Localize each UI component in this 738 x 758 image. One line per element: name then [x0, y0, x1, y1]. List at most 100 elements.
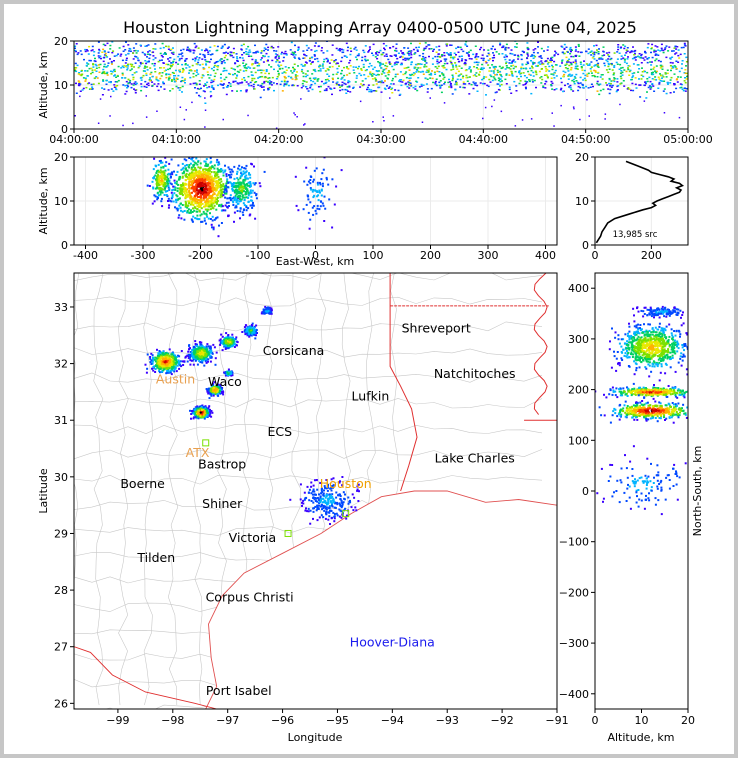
- x-tick-label: −99: [106, 714, 129, 727]
- east-west-panel: -400 -300 -200 -100 0 100 200 300 400 0 10 20 Altit…: [37, 151, 558, 268]
- city-label: Tilden: [136, 550, 175, 565]
- source-cluster: [596, 445, 687, 516]
- y-tick-label: 10: [575, 195, 589, 208]
- city-label: Shreveport: [402, 321, 471, 336]
- x-tick-label: 300: [478, 249, 499, 262]
- city-label: Shiner: [202, 496, 243, 511]
- plan-view-sources: [144, 305, 360, 537]
- north-south-xlabel: Altitude, km: [607, 731, 674, 744]
- plan-view-city-labels: Shreveport Corsicana Natchitoches Lufkin Wac…: [120, 321, 515, 698]
- source-cluster: [218, 332, 239, 352]
- y-tick-label: 31: [54, 414, 68, 427]
- north-south-sources: [595, 305, 688, 516]
- x-tick-label: −98: [161, 714, 184, 727]
- x-tick-label: 04:20:00: [254, 133, 303, 146]
- plan-view-xlabel: Longitude: [288, 731, 343, 744]
- city-label: Boerne: [120, 476, 165, 491]
- city-label: Austin: [156, 371, 195, 386]
- tx-la-border: [389, 273, 418, 492]
- y-tick-label: 0: [582, 239, 589, 252]
- lightning-figure: Houston Lightning Mapping Array 0400-050…: [37, 18, 713, 744]
- gulf-water: [205, 491, 557, 709]
- city-label: ATX: [186, 445, 210, 460]
- altitude-north-south-panel: 0 10 20 −400 −300 −200 −100 0 100 200 300 400 Altit…: [559, 272, 704, 744]
- city-label: Corpus Christi: [206, 589, 294, 604]
- chart-title: Houston Lightning Mapping Array 0400-050…: [123, 18, 637, 37]
- mississippi-river: [533, 273, 548, 415]
- east-west-sources: [146, 157, 343, 238]
- x-tick-label: -100: [246, 249, 271, 262]
- y-tick-label: 27: [54, 641, 68, 654]
- y-tick-label: 200: [568, 384, 589, 397]
- histogram-line-group: [595, 160, 685, 244]
- histogram-ticks: 0 200 0 10 20: [575, 151, 662, 262]
- time-altitude-ticks: 04:00:00 04:10:00 04:20:00 04:30:00 04:40:00…: [49, 35, 712, 146]
- y-tick-label: 20: [575, 151, 589, 164]
- source-cluster: [144, 348, 189, 376]
- altitude-profile-line: [595, 160, 685, 244]
- y-tick-label: 30: [54, 471, 68, 484]
- source-cluster: [241, 322, 258, 340]
- y-tick-label: 33: [54, 301, 68, 314]
- x-tick-label: −94: [381, 714, 404, 727]
- y-tick-label: 10: [54, 79, 68, 92]
- x-tick-label: −93: [436, 714, 459, 727]
- x-tick-label: −92: [491, 714, 514, 727]
- source-band: [74, 41, 688, 129]
- y-tick-label: 26: [54, 697, 68, 710]
- y-tick-label: −300: [559, 637, 589, 650]
- source-cluster: [146, 157, 176, 208]
- x-tick-label: 05:00:00: [663, 133, 712, 146]
- x-tick-label: 04:30:00: [356, 133, 405, 146]
- x-tick-label: −97: [216, 714, 239, 727]
- city-label: Lake Charles: [435, 451, 515, 466]
- plan-view-axes: [73, 272, 558, 710]
- x-tick-label: −96: [271, 714, 294, 727]
- station-marker-icon: [342, 510, 350, 518]
- x-tick-label: 04:00:00: [49, 133, 98, 146]
- east-west-xlabel: East-West, km: [276, 255, 354, 268]
- y-tick-label: 28: [54, 584, 68, 597]
- plan-view-panel: Shreveport Corsicana Natchitoches Lufkin Wac…: [37, 272, 569, 744]
- city-label: ECS: [268, 424, 293, 439]
- x-tick-label: −95: [326, 714, 349, 727]
- x-tick-label: 04:40:00: [459, 133, 508, 146]
- x-tick-label: -300: [131, 249, 156, 262]
- x-tick-label: 0: [592, 714, 599, 727]
- x-tick-label: 0: [592, 249, 599, 262]
- source-cluster: [186, 340, 218, 367]
- x-tick-label: -400: [73, 249, 98, 262]
- time-altitude-sources: [74, 41, 688, 129]
- station-marker-icon: [202, 439, 210, 447]
- east-west-ticks: -400 -300 -200 -100 0 100 200 300 400 0 10 20: [54, 151, 556, 262]
- x-tick-label: 0: [312, 249, 319, 262]
- city-label: Bastrop: [198, 456, 246, 471]
- x-tick-label: −91: [545, 714, 568, 727]
- source-cluster: [294, 157, 343, 230]
- city-label: Natchitoches: [434, 366, 516, 381]
- source-cluster: [221, 162, 266, 223]
- source-cluster: [632, 305, 684, 319]
- east-west-ylabel: Altitude, km: [37, 167, 50, 234]
- x-tick-label: 10: [635, 714, 649, 727]
- city-label: Hoover-Diana: [350, 635, 435, 650]
- source-cluster: [595, 384, 688, 399]
- city-label: Port Isabel: [206, 683, 272, 698]
- city-label: Victoria: [229, 530, 276, 545]
- altitude-histogram-panel: 0 200 0 10 20 13,985 src: [575, 151, 689, 262]
- city-label: Lufkin: [352, 388, 390, 403]
- city-label: Waco: [208, 374, 242, 389]
- north-south-ticks: 0 10 20 −400 −300 −200 −100 0 100 200 300 400: [559, 282, 695, 727]
- plan-view-ylabel: Latitude: [37, 468, 50, 514]
- y-tick-label: −100: [559, 536, 589, 549]
- source-cluster: [598, 394, 688, 424]
- x-tick-label: 400: [535, 249, 556, 262]
- y-tick-label: 0: [61, 123, 68, 136]
- mexico-border: [74, 646, 217, 709]
- y-tick-label: 20: [54, 151, 68, 164]
- y-tick-label: 0: [61, 239, 68, 252]
- station-marker-icon: [284, 529, 292, 537]
- x-tick-label: 04:50:00: [561, 133, 610, 146]
- source-cluster: [260, 305, 273, 315]
- x-tick-label: 200: [420, 249, 441, 262]
